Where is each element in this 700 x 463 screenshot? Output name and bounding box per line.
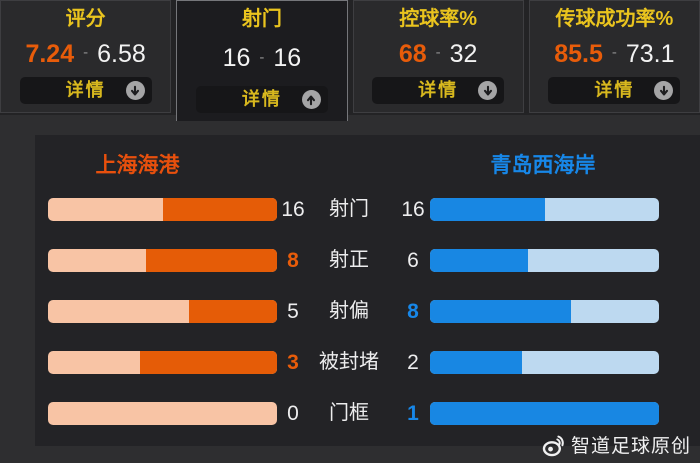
away-bar-fill <box>430 249 529 272</box>
away-team-name: 青岛西海岸 <box>490 154 596 177</box>
away-value: 16 <box>273 44 302 72</box>
home-stat-value: 0 <box>287 402 299 425</box>
home-bar-fill <box>162 198 277 221</box>
comparison-row: 16 射门 16 <box>35 198 700 221</box>
home-bar-fill <box>139 351 277 374</box>
stat-card-3: 传球成功率% 85.5 - 73.1 详情 <box>528 0 700 113</box>
stat-label: 射正 <box>329 249 369 271</box>
stat-label: 射门 <box>329 198 369 220</box>
weibo-icon <box>542 435 564 456</box>
stat-label: 被封堵 <box>319 351 379 373</box>
home-stat-value: 16 <box>281 198 305 221</box>
arrow-up-icon[interactable] <box>301 90 321 109</box>
away-value: 32 <box>449 39 478 68</box>
home-bar <box>48 300 277 323</box>
home-value: 85.5 <box>554 39 603 68</box>
away-stat-value: 16 <box>401 198 425 221</box>
arrow-down-icon[interactable] <box>654 81 674 100</box>
home-bar <box>48 402 277 425</box>
away-bar <box>430 198 659 221</box>
comparison-row: 3 被封堵 2 <box>35 351 700 374</box>
away-stat-value: 6 <box>407 249 419 272</box>
home-stat-value: 8 <box>287 249 299 272</box>
away-bar-fill <box>430 402 659 425</box>
detail-button[interactable]: 详情 <box>548 77 681 104</box>
home-stat-value: 3 <box>287 351 299 374</box>
stat-card-2: 控球率% 68 - 32 详情 <box>352 0 524 113</box>
home-value: 7.24 <box>25 39 75 68</box>
value-separator: - <box>259 48 265 66</box>
arrow-down-icon[interactable] <box>478 81 498 100</box>
away-bar-fill <box>430 300 571 323</box>
comparison-row: 8 射正 6 <box>35 249 700 272</box>
home-value: 16 <box>222 44 251 72</box>
detail-button-label: 详情 <box>65 80 106 100</box>
away-bar <box>430 351 659 374</box>
home-stat-value: 5 <box>287 300 299 323</box>
away-bar-fill <box>430 351 522 374</box>
away-bar <box>430 300 659 323</box>
stat-card-1: 射门 16 - 16 详情 <box>176 0 348 121</box>
stat-label: 门框 <box>329 402 369 424</box>
stat-cards-bar: 评分 7.24 - 6.58 详情 射门 16 - 16 详情 <box>0 0 700 121</box>
detail-button-label: 详情 <box>418 80 459 100</box>
stat-card-0: 评分 7.24 - 6.58 详情 <box>0 0 172 113</box>
away-value: 6.58 <box>97 39 146 68</box>
home-bar <box>48 351 277 374</box>
watermark: 智道足球原创 <box>542 430 691 458</box>
shots-comparison-panel: 上海海港 青岛西海岸 16 射门 16 8 射正 6 5 射偏 8 3 被封堵 … <box>35 135 700 446</box>
stat-card-values: 7.24 - 6.58 <box>25 39 145 69</box>
detail-button-label: 详情 <box>594 80 635 100</box>
away-bar <box>430 402 659 425</box>
home-team-name: 上海海港 <box>95 154 180 177</box>
stat-card-values: 68 - 32 <box>399 39 478 69</box>
detail-button[interactable]: 详情 <box>195 86 328 113</box>
detail-button-label: 详情 <box>241 89 282 109</box>
detail-button[interactable]: 详情 <box>19 77 152 104</box>
watermark-text: 智道足球原创 <box>571 435 692 457</box>
away-bar-fill <box>430 198 545 221</box>
stat-card-values: 16 - 16 <box>223 43 302 73</box>
stat-label: 射偏 <box>329 300 369 322</box>
comparison-row: 0 门框 1 <box>35 402 700 425</box>
comparison-row: 5 射偏 8 <box>35 300 700 323</box>
stat-card-title: 传球成功率% <box>555 8 674 30</box>
stat-card-title: 评分 <box>65 8 106 30</box>
stat-card-title: 控球率% <box>399 8 478 30</box>
home-bar-fill <box>188 300 277 323</box>
away-value: 73.1 <box>625 39 675 68</box>
arrow-down-icon[interactable] <box>125 81 145 100</box>
value-separator: - <box>83 44 89 61</box>
away-stat-value: 8 <box>407 300 419 323</box>
away-bar <box>430 249 659 272</box>
home-bar <box>48 249 277 272</box>
home-value: 68 <box>398 39 427 68</box>
value-separator: - <box>611 44 617 61</box>
home-bar-fill <box>146 249 277 272</box>
away-stat-value: 1 <box>407 402 419 425</box>
home-bar <box>48 198 277 221</box>
detail-button[interactable]: 详情 <box>372 77 505 104</box>
away-stat-value: 2 <box>407 351 419 374</box>
stat-card-values: 85.5 - 73.1 <box>554 39 674 69</box>
value-separator: - <box>435 44 441 61</box>
stat-card-title: 射门 <box>241 8 282 30</box>
